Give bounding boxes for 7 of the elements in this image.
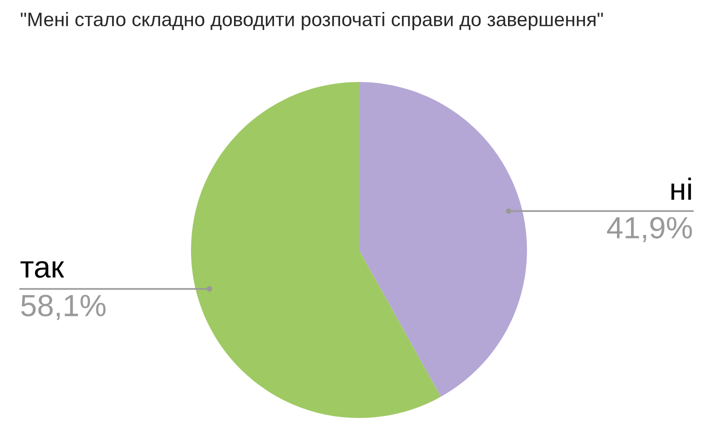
chart-title: "Мені стало складно доводити розпочаті справи до завершення"	[20, 12, 603, 30]
data-label: 41,9%	[607, 216, 692, 242]
slice-label: так	[20, 261, 64, 278]
slice-label: ні	[671, 178, 691, 200]
data-label: 58,1%	[21, 294, 106, 320]
pie-slice	[359, 82, 527, 397]
pie-slice	[191, 82, 441, 418]
